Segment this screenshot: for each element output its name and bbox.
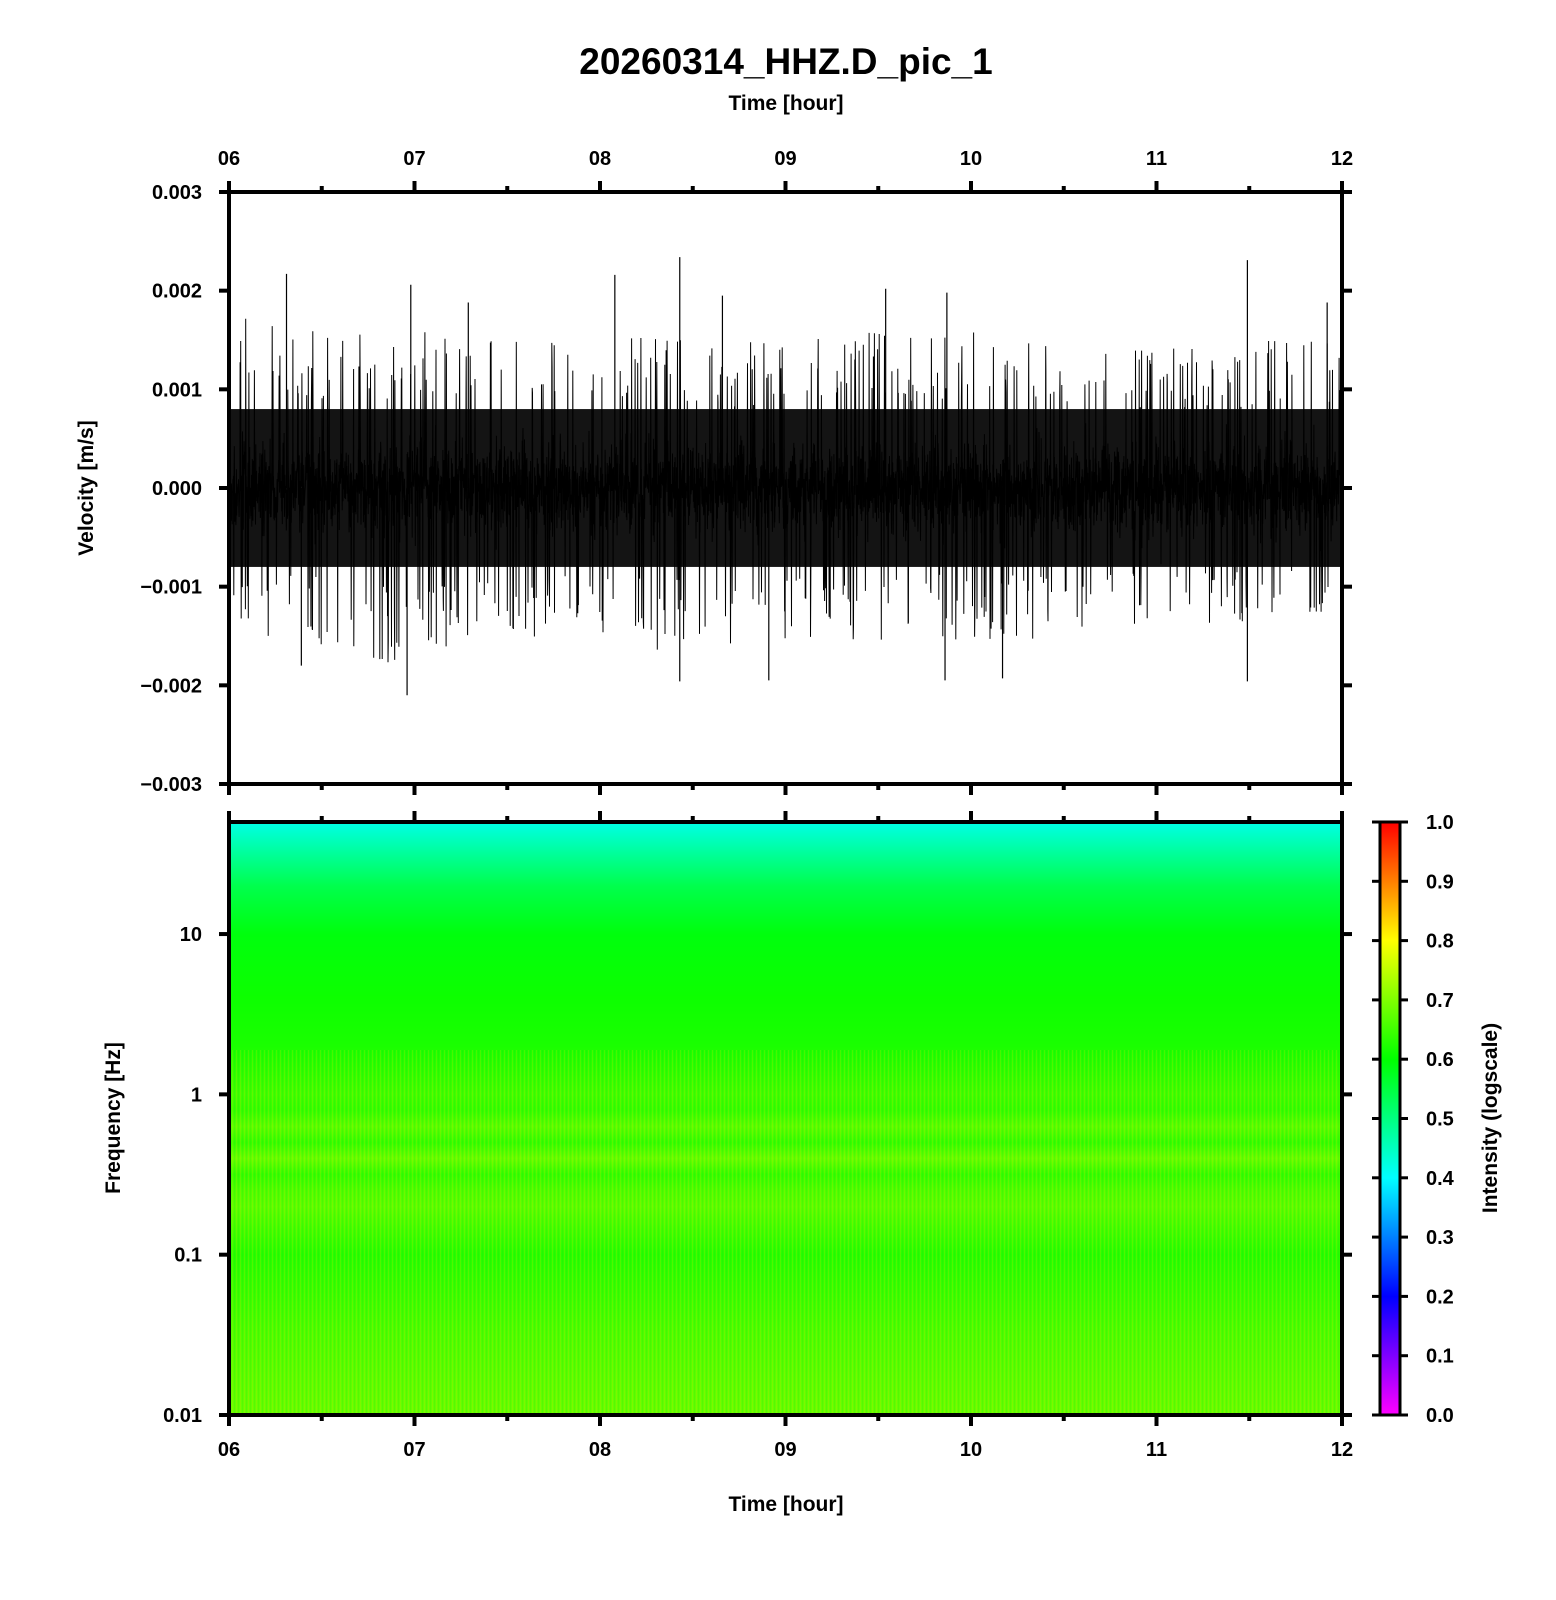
waveform-y-tick-label: 0.003 — [152, 182, 202, 204]
figure-title: 20260314_HHZ.D_pic_1 — [579, 41, 992, 82]
spectrogram-x-tick-label: 08 — [589, 1439, 611, 1461]
waveform-series-line — [229, 318, 1342, 663]
waveform-xlabel: Time [hour] — [728, 92, 843, 115]
spectrogram-y-tick-labels: 10 1 0.1 0.01 — [163, 924, 202, 1427]
spectrogram-panel: 06 07 08 09 10 11 12 10 1 0.1 0.01 Time [hour] Fr… — [102, 811, 1353, 1516]
spectrogram-x-tick-label: 10 — [960, 1439, 982, 1461]
spectrogram-texture — [229, 1050, 1342, 1415]
colorbar-tick-label: 0.9 — [1426, 871, 1454, 893]
colorbar-tick-label: 0.3 — [1426, 1227, 1454, 1249]
waveform-x-tick-label: 10 — [960, 148, 982, 170]
spectrogram-x-tick-label: 12 — [1331, 1439, 1353, 1461]
colorbar-tick-label: 0.7 — [1426, 990, 1454, 1012]
colorbar-tick-label: 0.4 — [1426, 1168, 1455, 1190]
waveform-y-tick-label: −0.001 — [140, 577, 202, 599]
waveform-y-tick-label: 0.001 — [152, 379, 202, 401]
spectrogram-tick-marks — [219, 811, 1352, 1426]
colorbar-tick-label: 1.0 — [1426, 812, 1454, 834]
waveform-y-tick-label: 0.000 — [152, 478, 202, 500]
colorbar-tick-label: 0.1 — [1426, 1346, 1454, 1368]
spectrogram-x-tick-label: 09 — [774, 1439, 796, 1461]
waveform-x-tick-label: 08 — [589, 148, 611, 170]
waveform-y-tick-labels: 0.003 0.002 0.001 0.000 −0.001 −0.002 −0.003 — [140, 182, 202, 796]
waveform-x-tick-label: 11 — [1146, 148, 1167, 170]
spectrogram-y-tick-label: 0.1 — [174, 1245, 202, 1267]
waveform-spikes — [285, 257, 1328, 696]
waveform-ylabel: Velocity [m/s] — [75, 420, 98, 555]
waveform-x-tick-label: 09 — [774, 148, 796, 170]
colorbar: 1.0 0.9 0.8 0.7 0.6 0.5 0.4 0.3 0.2 0.1 0.0 Intens… — [1372, 812, 1502, 1427]
waveform-x-tick-label: 06 — [218, 148, 240, 170]
colorbar-label: Intensity (logscale) — [1479, 1023, 1502, 1213]
waveform-trace — [229, 257, 1342, 696]
waveform-x-tick-labels: 06 07 08 09 10 11 12 — [218, 148, 1353, 170]
spectrogram-xlabel: Time [hour] — [728, 1493, 843, 1516]
waveform-tick-marks — [219, 181, 1352, 795]
waveform-x-tick-label: 07 — [403, 148, 425, 170]
colorbar-tick-label: 0.5 — [1426, 1109, 1454, 1131]
colorbar-tick-label: 0.8 — [1426, 931, 1454, 953]
colorbar-gradient — [1378, 820, 1402, 1417]
colorbar-tick-label: 0.0 — [1426, 1405, 1454, 1427]
waveform-y-tick-label: −0.003 — [140, 774, 202, 796]
waveform-x-tick-label: 12 — [1331, 148, 1353, 170]
spectrogram-y-tick-label: 1 — [191, 1084, 202, 1106]
colorbar-ticks: 1.0 0.9 0.8 0.7 0.6 0.5 0.4 0.3 0.2 0.1 0.0 — [1372, 812, 1455, 1427]
spectrogram-x-tick-label: 11 — [1146, 1439, 1167, 1461]
spectrogram-x-tick-labels: 06 07 08 09 10 11 12 — [218, 1439, 1353, 1461]
spectrogram-y-tick-label: 10 — [180, 924, 202, 946]
spectrogram-x-tick-label: 06 — [218, 1439, 240, 1461]
waveform-y-tick-label: 0.002 — [152, 281, 202, 303]
colorbar-tick-label: 0.6 — [1426, 1049, 1454, 1071]
spectrogram-x-tick-label: 07 — [403, 1439, 425, 1461]
spectrogram-ylabel: Frequency [Hz] — [102, 1042, 125, 1194]
spectrogram-y-tick-label: 0.01 — [163, 1405, 202, 1427]
colorbar-tick-label: 0.2 — [1426, 1286, 1454, 1308]
waveform-y-tick-label: −0.002 — [140, 675, 202, 697]
waveform-panel: Time [hour] 06 07 08 09 10 11 12 0.0030.0020.0… — [75, 92, 1353, 796]
